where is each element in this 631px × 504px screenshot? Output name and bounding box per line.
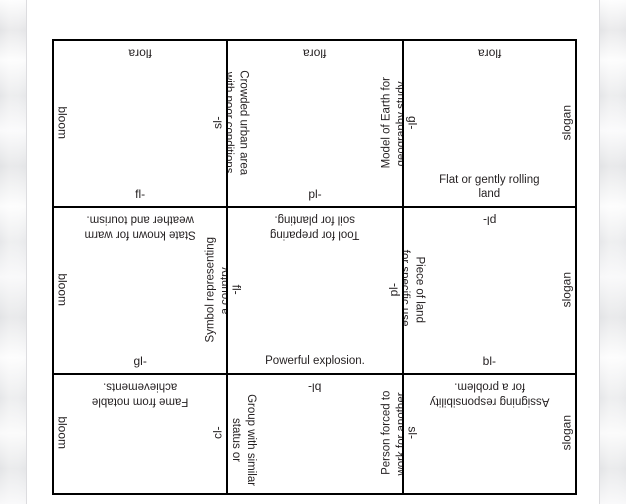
card-edge-left: bloom bbox=[55, 272, 70, 306]
card-edge-right: Model of Earth for geography study. bbox=[379, 76, 404, 168]
card-edge-bottom: gl- bbox=[133, 353, 147, 368]
card-edge-top: Fame from notable achievements. bbox=[91, 380, 189, 408]
card-edge-bottom: fl- bbox=[135, 186, 146, 201]
puzzle-card[interactable]: Fame from notable achievements. cl- bloo… bbox=[54, 375, 229, 495]
card-edge-left: gl- bbox=[405, 115, 420, 129]
card-edge-left: bloom bbox=[55, 105, 70, 139]
card-edge-right: slogan bbox=[559, 271, 574, 307]
card-edge-top: flora bbox=[128, 46, 152, 61]
card-edge-top: flora bbox=[303, 46, 327, 61]
puzzle-card[interactable]: flora sl- fl- bloom bbox=[54, 41, 229, 208]
puzzle-card[interactable]: pl- slogan bl- Piece of land for specifi… bbox=[403, 208, 577, 375]
card-edge-left: fl- bbox=[230, 284, 245, 295]
card-edge-right: Person forced to work for another. bbox=[379, 389, 404, 476]
card-edge-bottom: Flat or gently rolling land bbox=[439, 173, 540, 201]
card-edge-left: Piece of land for specific use. bbox=[403, 249, 426, 330]
paper-texture-right bbox=[600, 0, 626, 504]
puzzle-card[interactable]: State known for warm weather and tourism… bbox=[54, 208, 229, 375]
puzzle-card[interactable]: Assigning responsibility for a problem. … bbox=[403, 375, 577, 495]
card-edge-left: Group with similar status or background. bbox=[230, 394, 258, 487]
card-edge-top: Assigning responsibility for a problem. bbox=[429, 380, 550, 408]
card-edge-right: sl- bbox=[210, 115, 225, 129]
puzzle-card[interactable]: Tool for preparing soil for planting. pl… bbox=[228, 208, 404, 375]
puzzle-card-grid: flora sl- fl- bloom flora Model of Earth… bbox=[52, 39, 577, 495]
card-edge-top: State known for warm weather and tourism… bbox=[84, 213, 196, 241]
puzzle-card[interactable]: bl- Person forced to work for another. G… bbox=[228, 375, 404, 495]
card-edge-top: pl- bbox=[482, 213, 496, 228]
puzzle-card[interactable]: flora slogan Flat or gently rolling land… bbox=[403, 41, 577, 208]
card-edge-top: bl- bbox=[308, 380, 322, 395]
paper-texture-left bbox=[0, 0, 26, 504]
card-edge-right: Symbol representing a country. bbox=[204, 236, 229, 342]
card-edge-bottom: bl- bbox=[482, 353, 496, 368]
card-row: State known for warm weather and tourism… bbox=[54, 208, 577, 375]
card-edge-left: Crowded urban area with poor conditions bbox=[228, 69, 251, 175]
card-edge-bottom: pl- bbox=[308, 186, 322, 201]
card-edge-left: bloom bbox=[55, 416, 70, 450]
card-edge-top: flora bbox=[477, 46, 501, 61]
paper-edge-right bbox=[599, 0, 600, 504]
card-edge-bottom: Powerful explosion. bbox=[265, 355, 365, 368]
card-row: flora sl- fl- bloom flora Model of Earth… bbox=[54, 41, 577, 208]
card-edge-top: Tool for preparing soil for planting. bbox=[270, 213, 360, 241]
card-edge-right: slogan bbox=[559, 414, 574, 451]
paper-edge-left bbox=[26, 0, 27, 504]
card-row: Fame from notable achievements. cl- bloo… bbox=[54, 375, 577, 495]
puzzle-card[interactable]: flora Model of Earth for geography study… bbox=[228, 41, 404, 208]
card-edge-right: pl- bbox=[385, 282, 400, 296]
card-edge-left: sl- bbox=[405, 426, 420, 440]
card-edge-right: cl- bbox=[210, 426, 225, 440]
